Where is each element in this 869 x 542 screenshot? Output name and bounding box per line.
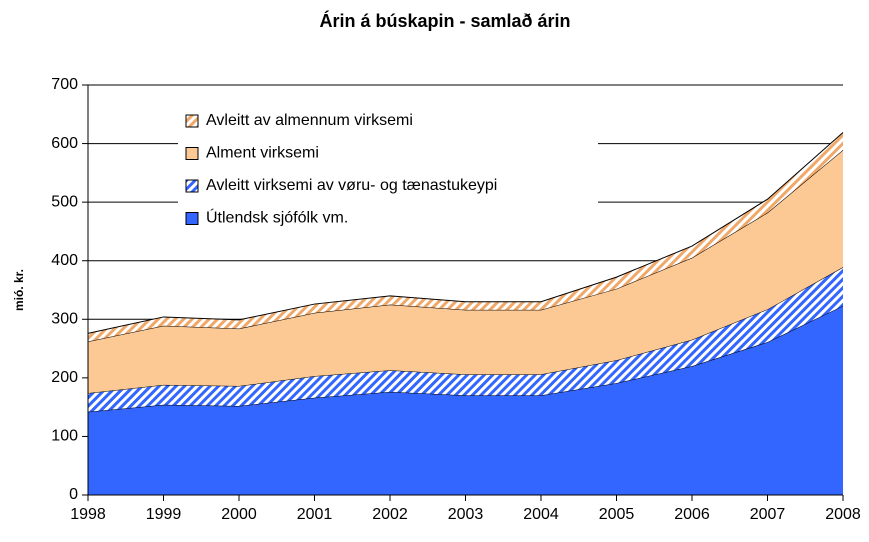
- x-tick-label: 1998: [70, 506, 106, 523]
- y-tick-label: 700: [51, 76, 78, 93]
- x-tick-label: 2001: [297, 506, 333, 523]
- y-tick-label: 100: [51, 428, 78, 445]
- y-tick-label: 500: [51, 193, 78, 210]
- legend-swatch: [185, 212, 199, 225]
- y-tick-label: 300: [51, 311, 78, 328]
- legend-swatch: [185, 114, 199, 128]
- x-tick-label: 2008: [825, 506, 861, 523]
- y-tick-label: 400: [51, 252, 78, 269]
- legend-swatch: [185, 179, 199, 193]
- y-tick-label: 0: [69, 486, 78, 503]
- area-edge: [87, 132, 844, 334]
- area: [88, 305, 843, 495]
- x-tick-label: 1999: [146, 506, 182, 523]
- legend-label: Avleitt av almennum virksemi: [206, 112, 413, 129]
- area-edge: [87, 266, 844, 394]
- y-tick-label: 200: [51, 369, 78, 386]
- x-tick-label: 2002: [372, 506, 408, 523]
- x-tick-label: 2004: [523, 506, 559, 523]
- area: [88, 150, 843, 394]
- x-tick-label: 2005: [599, 506, 635, 523]
- chart-title: Árin á búskapin - samlað árin: [319, 10, 570, 31]
- x-tick-label: 2007: [750, 506, 786, 523]
- legend-box: [178, 106, 598, 232]
- x-tick-label: 2006: [674, 506, 710, 523]
- legend-swatch: [185, 147, 199, 160]
- legend-label: Avleitt virksemi av vøru- og tænastukeyp…: [206, 177, 497, 194]
- area: [88, 267, 843, 412]
- y-tick-label: 600: [51, 135, 78, 152]
- legend-label: Útlendsk sjófólk vm.: [206, 208, 348, 227]
- x-tick-label: 2003: [448, 506, 484, 523]
- area: [88, 132, 843, 342]
- y-axis-label: mió. kr.: [12, 269, 26, 311]
- legend-label: Alment virksemi: [206, 145, 319, 162]
- x-tick-label: 2000: [221, 506, 257, 523]
